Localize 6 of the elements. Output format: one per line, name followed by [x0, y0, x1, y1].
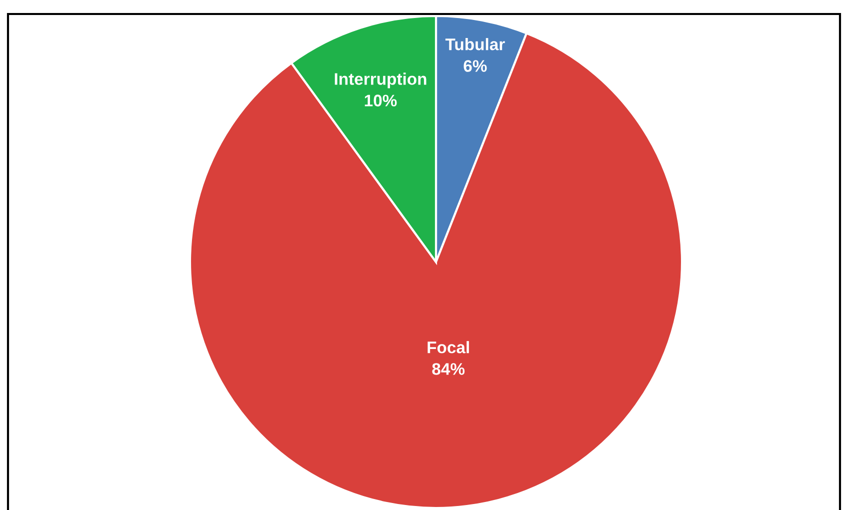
slice-label: Interruption	[334, 72, 426, 88]
data-label: 6%	[464, 60, 487, 72]
data-label: 10%	[364, 94, 397, 106]
data-label: 84%	[432, 363, 465, 375]
slice-label: Tubular	[445, 38, 505, 50]
slice-label: Focal	[428, 341, 469, 354]
